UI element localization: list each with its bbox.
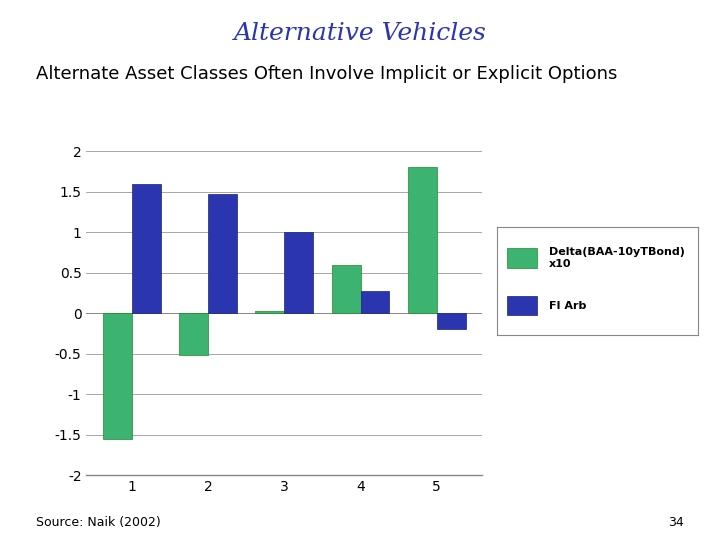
Bar (507, 296, 537, 315)
Text: FI Arb: FI Arb (549, 301, 587, 310)
Bar (332, 265, 361, 313)
Text: Source: Naik (2002): Source: Naik (2002) (36, 516, 161, 529)
Text: 34: 34 (668, 516, 684, 529)
Bar (256, 310, 284, 313)
Bar (208, 194, 237, 313)
Bar (437, 313, 466, 329)
Bar (408, 167, 437, 313)
Bar (132, 184, 161, 313)
Bar (179, 313, 208, 355)
Bar (507, 248, 537, 268)
Bar (361, 291, 390, 313)
Text: Delta(BAA-10yTBond)
x10: Delta(BAA-10yTBond) x10 (549, 247, 685, 269)
Bar (103, 313, 132, 438)
Bar (284, 232, 313, 313)
Text: Alternative Vehicles: Alternative Vehicles (233, 22, 487, 45)
Text: Alternate Asset Classes Often Involve Implicit or Explicit Options: Alternate Asset Classes Often Involve Im… (36, 65, 617, 83)
